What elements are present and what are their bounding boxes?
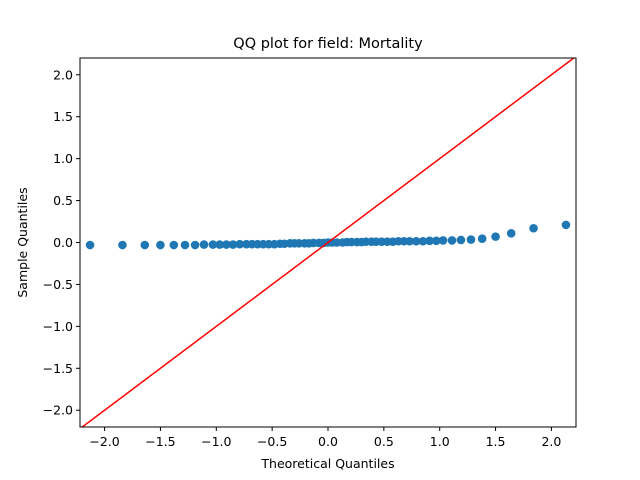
plot-frame <box>79 57 577 428</box>
data-point <box>438 236 448 245</box>
data-point <box>85 240 95 250</box>
y-tick-label: 0.5 <box>53 193 73 208</box>
data-point <box>208 240 218 249</box>
data-point <box>447 236 457 245</box>
data-point <box>156 240 165 250</box>
data-point <box>506 228 516 238</box>
x-tick-label: −1.5 <box>145 434 175 449</box>
data-point <box>418 236 428 246</box>
data-point <box>222 240 231 249</box>
data-point <box>425 236 434 246</box>
data-point <box>477 234 487 244</box>
x-tick-label: 2.0 <box>541 434 561 449</box>
y-tick-label: 1.5 <box>53 109 73 124</box>
x-tick-label: 1.0 <box>430 434 450 449</box>
x-tick-label: 0.5 <box>374 434 394 449</box>
data-point <box>235 239 245 249</box>
data-point <box>411 236 421 246</box>
plot-area <box>80 58 576 427</box>
reference-line <box>80 58 576 427</box>
data-point <box>466 235 476 244</box>
y-tick-label: 2.0 <box>53 67 73 82</box>
axis-ticks: −2.0 −1.5 −1.0 −0.5 0.0 0.5 1.0 1.5 2.0 −2.0 −1.5 −… <box>43 67 562 449</box>
x-tick-label: −0.5 <box>257 434 287 449</box>
data-point <box>140 240 150 250</box>
y-tick-label: 1.0 <box>53 151 73 166</box>
data-point <box>432 236 441 246</box>
data-point <box>405 236 414 246</box>
data-point <box>199 240 209 249</box>
data-point <box>529 223 538 233</box>
y-tick-label: −0.5 <box>43 277 73 292</box>
data-point <box>215 240 224 249</box>
y-axis-label: Sample Quantiles <box>15 187 30 297</box>
x-tick-label: 1.5 <box>486 434 506 449</box>
data-point <box>491 232 500 241</box>
x-tick-label: 0.0 <box>318 434 338 449</box>
x-tick-label: −2.0 <box>89 434 119 449</box>
data-point <box>228 240 238 249</box>
x-tick-label: −1.0 <box>201 434 231 449</box>
y-tick-label: −1.5 <box>43 361 73 376</box>
y-tick-label: −2.0 <box>43 403 73 418</box>
x-axis-label: Theoretical Quantiles <box>260 456 394 471</box>
data-point <box>190 240 200 250</box>
data-point <box>456 235 466 245</box>
y-tick-label: 0.0 <box>53 235 73 250</box>
data-point <box>561 220 571 230</box>
data-point <box>169 240 179 250</box>
chart-title: QQ plot for field: Mortality <box>233 36 423 52</box>
data-point <box>180 240 190 250</box>
y-tick-label: −1.0 <box>43 319 73 334</box>
data-point <box>118 240 127 250</box>
